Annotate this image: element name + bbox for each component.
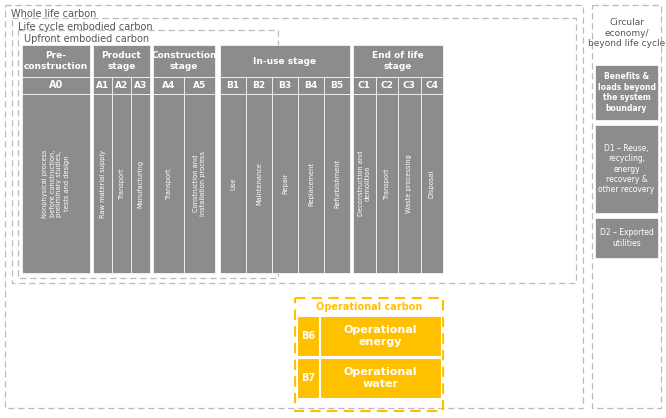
Bar <box>93 45 150 77</box>
Bar <box>298 94 324 273</box>
Bar <box>93 77 112 94</box>
Text: B7: B7 <box>301 373 315 383</box>
Text: C2: C2 <box>380 81 393 90</box>
Bar <box>320 358 441 398</box>
Bar <box>272 77 298 94</box>
Text: Circular
economy/
beyond life cycle: Circular economy/ beyond life cycle <box>588 18 665 48</box>
Bar <box>298 77 324 94</box>
Text: Repair: Repair <box>282 173 288 194</box>
Bar <box>153 94 184 273</box>
Bar <box>324 94 350 273</box>
Text: B2: B2 <box>252 81 266 90</box>
Bar <box>353 94 376 273</box>
Text: B4: B4 <box>304 81 318 90</box>
Bar <box>420 94 443 273</box>
Text: Deconstruction and
demolition: Deconstruction and demolition <box>358 151 371 216</box>
Bar <box>595 65 658 120</box>
Bar <box>297 358 319 398</box>
Text: A5: A5 <box>193 81 206 90</box>
Text: Manufacturing: Manufacturing <box>137 159 143 208</box>
Text: Product
stage: Product stage <box>101 51 141 71</box>
Bar <box>93 94 112 273</box>
Text: A0: A0 <box>49 81 63 91</box>
Text: Waste processing: Waste processing <box>406 154 412 213</box>
Text: Construction and
installation process: Construction and installation process <box>193 151 206 216</box>
Bar <box>112 94 131 273</box>
Bar <box>220 45 350 77</box>
Text: Transport: Transport <box>119 168 125 199</box>
Text: D1 – Reuse,
recycling,
energy
recovery &
other recovery: D1 – Reuse, recycling, energy recovery &… <box>598 144 655 194</box>
Text: C4: C4 <box>426 81 438 90</box>
Bar <box>297 316 319 356</box>
Text: Replacement: Replacement <box>308 161 314 206</box>
Bar <box>353 45 443 77</box>
Bar <box>18 30 278 278</box>
Bar <box>595 125 658 213</box>
Bar <box>131 77 150 94</box>
Bar <box>220 77 246 94</box>
Text: End of life
stage: End of life stage <box>372 51 424 71</box>
Bar <box>153 45 215 77</box>
Bar <box>595 218 658 258</box>
Text: B5: B5 <box>330 81 344 90</box>
Bar <box>398 94 420 273</box>
Text: Transport: Transport <box>165 168 172 199</box>
Bar <box>398 77 420 94</box>
Bar <box>220 94 246 273</box>
Bar <box>112 77 131 94</box>
Text: B3: B3 <box>278 81 292 90</box>
Text: Pre-
construction: Pre- construction <box>24 51 88 71</box>
Bar <box>272 94 298 273</box>
Bar <box>420 77 443 94</box>
Text: Transport: Transport <box>384 168 390 199</box>
Text: Maintenance: Maintenance <box>256 162 262 205</box>
Text: Use: Use <box>230 177 236 190</box>
Text: D2 – Exported
utilities: D2 – Exported utilities <box>599 228 653 248</box>
Text: Operational
energy: Operational energy <box>344 325 418 347</box>
Bar <box>12 18 576 283</box>
Bar <box>376 94 398 273</box>
Bar <box>22 77 90 94</box>
Text: Nonphysical process
before construction,
preliminary studies,
tests and design: Nonphysical process before construction,… <box>43 149 69 218</box>
Bar <box>353 77 376 94</box>
Text: Disposal: Disposal <box>429 169 435 198</box>
Text: A3: A3 <box>134 81 147 90</box>
Text: Whole life carbon: Whole life carbon <box>11 9 97 19</box>
Text: A4: A4 <box>162 81 175 90</box>
Bar <box>153 77 184 94</box>
Bar <box>246 94 272 273</box>
Bar <box>324 77 350 94</box>
Bar <box>22 45 90 77</box>
Text: Raw material supply: Raw material supply <box>99 150 105 217</box>
Bar <box>131 94 150 273</box>
Text: A1: A1 <box>96 81 109 90</box>
Bar <box>184 94 215 273</box>
Text: B6: B6 <box>301 331 315 341</box>
Bar <box>5 5 583 408</box>
Text: B1: B1 <box>226 81 240 90</box>
Bar <box>246 77 272 94</box>
Text: C1: C1 <box>358 81 371 90</box>
Bar <box>295 298 443 411</box>
Bar <box>376 77 398 94</box>
Bar <box>184 77 215 94</box>
Text: Benefits &
loads beyond
the system
boundary: Benefits & loads beyond the system bound… <box>597 72 655 112</box>
Text: Construction
stage: Construction stage <box>151 51 216 71</box>
Text: A2: A2 <box>115 81 128 90</box>
Text: In-use stage: In-use stage <box>254 56 316 66</box>
Bar <box>320 316 441 356</box>
Text: Upfront embodied carbon: Upfront embodied carbon <box>24 34 149 44</box>
Text: Operational carbon: Operational carbon <box>316 302 422 312</box>
Bar <box>592 5 661 408</box>
Bar <box>22 94 90 273</box>
Text: Refurbishment: Refurbishment <box>334 159 340 208</box>
Text: Operational
water: Operational water <box>344 367 418 389</box>
Text: Life cycle embodied carbon: Life cycle embodied carbon <box>18 22 153 32</box>
Text: C3: C3 <box>403 81 416 90</box>
